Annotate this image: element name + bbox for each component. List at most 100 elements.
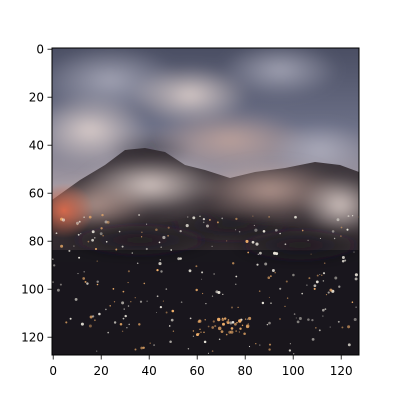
city-light	[73, 245, 75, 247]
city-light	[91, 230, 95, 234]
city-light	[321, 274, 323, 276]
city-light	[253, 224, 255, 226]
city-light	[201, 271, 204, 274]
city-light	[170, 249, 173, 251]
city-light	[134, 348, 137, 351]
city-light	[222, 293, 224, 296]
city-light	[236, 321, 238, 324]
city-light	[138, 323, 141, 326]
city-light	[308, 277, 311, 280]
city-light	[149, 342, 151, 344]
city-light	[61, 218, 66, 222]
city-light	[113, 321, 117, 324]
city-light	[96, 283, 99, 286]
city-light	[336, 218, 340, 222]
city-light	[202, 221, 205, 224]
y-tick-label: 40	[29, 139, 44, 153]
city-light	[202, 217, 206, 221]
city-light	[78, 256, 81, 259]
city-light	[258, 290, 261, 292]
city-light	[292, 273, 295, 277]
city-light	[288, 349, 292, 352]
city-light	[237, 306, 239, 309]
city-light	[324, 308, 327, 310]
city-light	[199, 328, 201, 331]
city-light	[207, 325, 210, 328]
city-light	[180, 301, 183, 303]
city-light	[227, 319, 230, 321]
city-light	[146, 300, 148, 302]
city-light	[121, 245, 124, 248]
city-light	[168, 325, 171, 328]
city-light	[188, 269, 192, 273]
city-light	[96, 280, 99, 283]
city-light	[100, 227, 103, 230]
city-light	[279, 232, 281, 235]
city-light	[119, 322, 123, 326]
city-light	[216, 221, 219, 224]
city-light	[254, 228, 258, 232]
city-light	[333, 237, 336, 240]
city-light	[273, 251, 277, 255]
city-light	[169, 340, 172, 344]
city-light	[189, 317, 192, 320]
city-light	[94, 247, 98, 251]
city-light	[268, 321, 271, 325]
city-light	[211, 350, 214, 352]
city-light	[80, 233, 82, 235]
city-light	[238, 331, 241, 333]
city-light	[187, 348, 190, 350]
city-light	[325, 294, 328, 296]
city-light	[167, 234, 170, 237]
city-light	[78, 220, 81, 223]
city-light	[214, 325, 217, 328]
city-light	[331, 230, 335, 233]
city-light	[223, 317, 227, 320]
city-light	[279, 287, 282, 290]
city-light	[226, 240, 228, 242]
city-light	[341, 326, 344, 329]
city-lights	[52, 213, 359, 355]
city-light	[153, 344, 156, 347]
city-light	[185, 224, 189, 228]
city-light	[77, 233, 80, 236]
x-tick-label: 0	[49, 364, 57, 378]
city-light	[354, 273, 358, 277]
city-light	[322, 315, 324, 317]
city-light	[245, 239, 249, 243]
city-light	[134, 297, 136, 299]
city-light	[220, 330, 224, 333]
city-light	[196, 333, 199, 337]
city-light	[274, 271, 276, 274]
city-light	[195, 265, 198, 268]
city-light	[140, 346, 144, 350]
city-light	[329, 326, 331, 328]
city-light	[322, 280, 325, 282]
y-axis: 0 20 40 60 80 100 120	[21, 43, 52, 345]
city-light	[318, 329, 321, 332]
city-light	[235, 275, 238, 278]
city-light	[105, 240, 108, 243]
city-light	[218, 338, 221, 341]
city-light	[347, 325, 351, 329]
city-light	[98, 312, 101, 316]
city-light	[127, 282, 129, 284]
city-light	[316, 274, 319, 277]
city-light	[156, 268, 159, 272]
city-light	[226, 320, 230, 324]
city-light	[68, 249, 71, 252]
city-light	[211, 326, 215, 329]
city-light	[329, 288, 333, 292]
city-light	[221, 317, 224, 320]
city-light	[205, 302, 207, 305]
city-light	[160, 270, 163, 273]
city-light	[177, 257, 181, 261]
city-light	[307, 239, 309, 242]
city-light	[60, 244, 64, 248]
city-light	[313, 287, 316, 290]
city-light	[192, 330, 195, 332]
city-light	[195, 288, 198, 292]
city-light	[268, 296, 270, 298]
city-light	[323, 262, 326, 264]
city-light	[344, 259, 347, 262]
